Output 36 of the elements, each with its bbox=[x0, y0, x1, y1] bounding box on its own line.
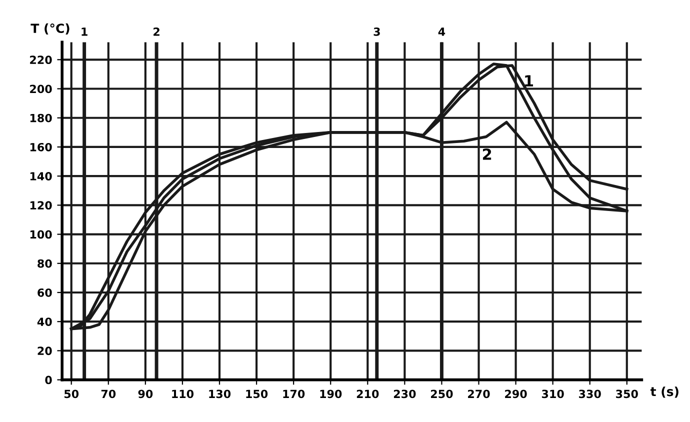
annotation: 1 bbox=[82, 28, 88, 36]
y-tick-label: 0 bbox=[45, 376, 52, 384]
annotation: 4 bbox=[438, 28, 446, 36]
x-axis-title: t (s) bbox=[650, 386, 678, 398]
y-axis-title: T (°C) bbox=[30, 23, 70, 34]
x-tick-label: 290 bbox=[505, 390, 527, 398]
y-tick-label: 180 bbox=[30, 114, 52, 122]
x-tick-label: 350 bbox=[616, 390, 638, 398]
annotation: 3 bbox=[374, 27, 380, 36]
y-tick-label: 160 bbox=[30, 142, 52, 152]
x-tick-label: 150 bbox=[246, 390, 268, 398]
x-tick-label: 130 bbox=[209, 390, 231, 398]
x-tick-label: 50 bbox=[64, 390, 79, 398]
y-tick-label: 220 bbox=[30, 56, 52, 64]
x-tick-label: 310 bbox=[542, 390, 564, 398]
x-tick-label: 270 bbox=[468, 390, 490, 398]
x-tick-label: 170 bbox=[283, 390, 305, 398]
y-tick-label: 80 bbox=[38, 259, 52, 268]
y-tick-label: 200 bbox=[30, 84, 52, 94]
y-tick-label: 120 bbox=[30, 201, 52, 210]
y-tick-label: 20 bbox=[38, 346, 52, 356]
y-tick-label: 140 bbox=[30, 172, 52, 180]
x-tick-label: 210 bbox=[356, 390, 379, 398]
annotation: 1 bbox=[525, 75, 534, 86]
y-tick-label: 40 bbox=[37, 318, 52, 326]
x-tick-label: 250 bbox=[430, 390, 453, 398]
annotation: 2 bbox=[154, 27, 160, 36]
x-tick-label: 230 bbox=[394, 390, 416, 398]
x-tick-label: 70 bbox=[101, 390, 116, 398]
y-tick-label: 60 bbox=[38, 288, 52, 297]
x-tick-label: 330 bbox=[578, 390, 601, 398]
y-tick-label: 100 bbox=[30, 230, 52, 239]
x-tick-label: 90 bbox=[138, 390, 153, 398]
x-tick-label: 110 bbox=[172, 390, 194, 398]
annotation: 2 bbox=[482, 148, 492, 160]
x-tick-label: 190 bbox=[320, 390, 342, 398]
